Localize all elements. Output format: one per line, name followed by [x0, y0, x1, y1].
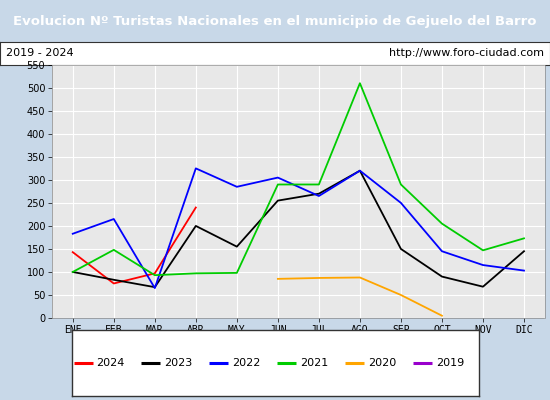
Text: 2020: 2020 — [368, 358, 396, 368]
Text: 2019: 2019 — [436, 358, 464, 368]
Text: http://www.foro-ciudad.com: http://www.foro-ciudad.com — [389, 48, 544, 58]
Text: 2021: 2021 — [300, 358, 328, 368]
Text: 2019 - 2024: 2019 - 2024 — [6, 48, 73, 58]
Text: Evolucion Nº Turistas Nacionales en el municipio de Gejuelo del Barro: Evolucion Nº Turistas Nacionales en el m… — [13, 14, 537, 28]
Text: 2024: 2024 — [97, 358, 125, 368]
Text: 2022: 2022 — [232, 358, 261, 368]
Text: 2023: 2023 — [164, 358, 192, 368]
